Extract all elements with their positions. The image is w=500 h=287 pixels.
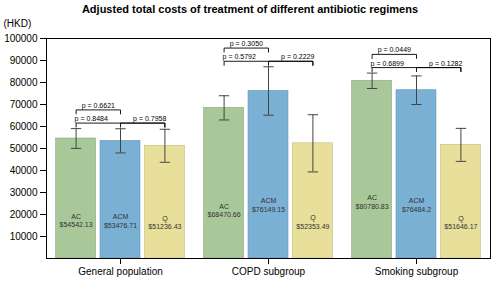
svg-text:20000: 20000 xyxy=(10,209,38,220)
svg-text:p = 0.3050: p = 0.3050 xyxy=(230,40,263,48)
svg-text:ACM$76149.15: ACM$76149.15 xyxy=(252,197,285,212)
svg-text:30000: 30000 xyxy=(10,187,38,198)
svg-text:AC$80780.83: AC$80780.83 xyxy=(356,194,389,209)
svg-text:ACM$76484.2: ACM$76484.2 xyxy=(402,197,431,212)
svg-text:60000: 60000 xyxy=(10,121,38,132)
svg-text:40000: 40000 xyxy=(10,165,38,176)
svg-text:AC$54542.13: AC$54542.13 xyxy=(60,213,93,228)
svg-text:General population: General population xyxy=(78,266,163,277)
svg-text:AC$68470.66: AC$68470.66 xyxy=(208,203,241,218)
svg-text:ACM$53476.71: ACM$53476.71 xyxy=(104,213,137,228)
svg-text:50000: 50000 xyxy=(10,143,38,154)
svg-text:100000: 100000 xyxy=(4,33,38,44)
html-text:Adjusted total costs of treatm: Adjusted total costs of treatment of dif… xyxy=(81,3,419,15)
svg-text:p = 0.1282: p = 0.1282 xyxy=(429,60,462,68)
svg-text:80000: 80000 xyxy=(10,77,38,88)
svg-text:p = 0.7958: p = 0.7958 xyxy=(133,115,166,123)
svg-text:p = 0.0449: p = 0.0449 xyxy=(378,46,411,54)
svg-text:Q$51236.43: Q$51236.43 xyxy=(148,215,181,230)
svg-text:p = 0.5792: p = 0.5792 xyxy=(223,53,256,61)
svg-text:p = 0.6899: p = 0.6899 xyxy=(371,60,404,68)
svg-text:90000: 90000 xyxy=(10,55,38,66)
svg-text:p = 0.2229: p = 0.2229 xyxy=(281,53,314,61)
svg-text:p = 0.6621: p = 0.6621 xyxy=(82,102,115,110)
svg-text:10000: 10000 xyxy=(10,231,38,242)
svg-text:p = 0.8484: p = 0.8484 xyxy=(75,115,108,123)
svg-text:Q$52353.49: Q$52353.49 xyxy=(296,214,329,229)
svg-text:(HKD): (HKD) xyxy=(4,18,32,29)
svg-text:Smoking subgroup: Smoking subgroup xyxy=(375,266,459,277)
svg-text:70000: 70000 xyxy=(10,99,38,110)
svg-text:Q$51646.17: Q$51646.17 xyxy=(444,215,477,230)
svg-text:COPD subgroup: COPD subgroup xyxy=(232,266,306,277)
